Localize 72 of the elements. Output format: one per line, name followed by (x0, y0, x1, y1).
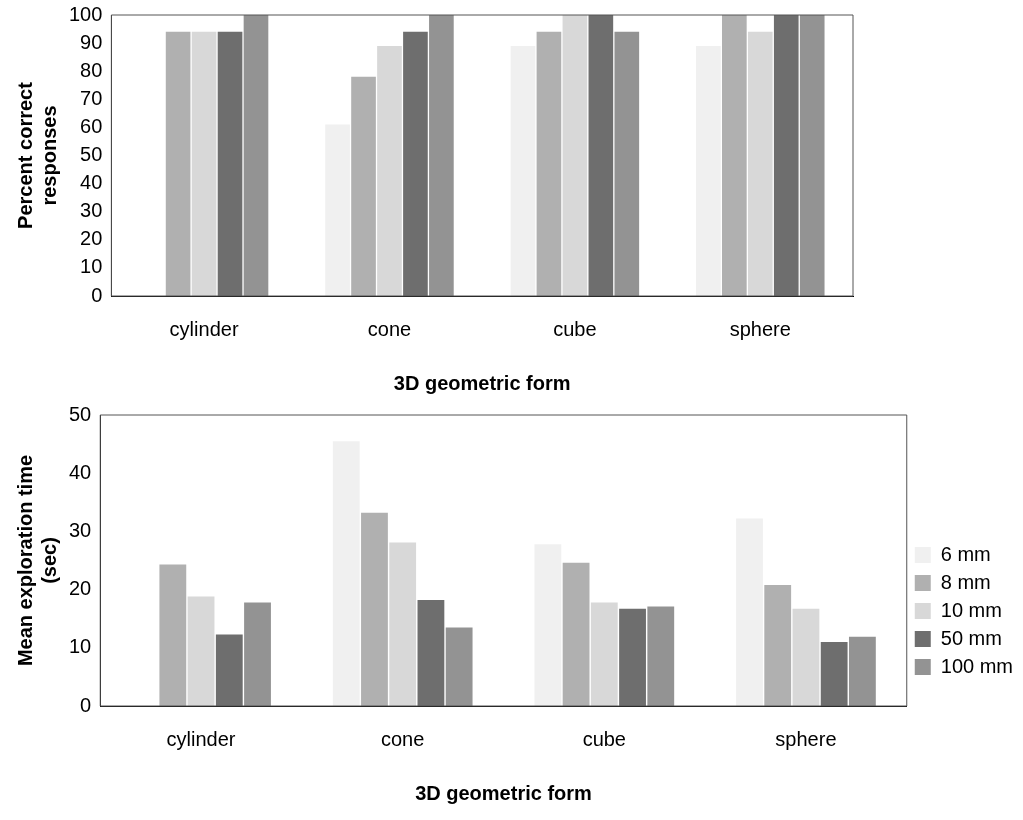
bar (619, 608, 646, 706)
y-tick-label: 20 (69, 577, 92, 600)
y-tick-label: 10 (80, 255, 103, 278)
y-tick-label: 30 (80, 199, 103, 222)
bar (590, 602, 618, 706)
x-tick-label: cone (381, 727, 425, 750)
x-tick-label: cylinder (166, 727, 236, 750)
bar (377, 45, 402, 296)
y-tick-label: 30 (69, 518, 92, 541)
x-tick-label: sphere (775, 727, 837, 750)
bar (792, 608, 820, 706)
x-axis-title: 3D geometric form (415, 781, 592, 804)
x-tick-label: cylinder (169, 317, 239, 340)
x-tick-label: sphere (729, 317, 791, 340)
bar (614, 31, 640, 296)
bar (215, 634, 243, 706)
x-tick-label: cube (582, 727, 626, 750)
y-tick-label: 60 (80, 114, 103, 137)
bar (696, 45, 721, 296)
y-axis-title: Percent correct responses (13, 81, 60, 229)
bar (243, 15, 269, 296)
bar (536, 31, 562, 296)
bar (191, 31, 217, 296)
bar (820, 641, 848, 706)
y-tick-label: 10 (69, 635, 92, 658)
y-tick-label: 100 (68, 2, 103, 25)
bar (510, 45, 536, 296)
x-tick-label: cone (367, 317, 412, 340)
bar (588, 15, 614, 296)
bar (722, 15, 747, 296)
bar (534, 544, 562, 706)
bar (244, 602, 271, 706)
x-tick-label: cube (553, 317, 597, 340)
bar (562, 562, 590, 706)
y-tick-label: 20 (80, 227, 103, 250)
bar (445, 627, 473, 706)
bar (562, 15, 588, 296)
legend-label: 100 mm (940, 654, 1013, 677)
bar (187, 596, 215, 706)
legend-label: 8 mm (940, 570, 991, 593)
y-tick-label: 70 (80, 86, 103, 109)
bar (159, 564, 187, 706)
y-tick-label: 80 (80, 58, 103, 81)
bar (747, 31, 773, 296)
bar (389, 542, 417, 706)
bar (351, 76, 376, 296)
bar (403, 31, 428, 296)
bar (773, 15, 799, 296)
bar (736, 518, 763, 706)
bar (848, 636, 876, 706)
bar (217, 31, 243, 296)
y-tick-label: 40 (80, 171, 103, 194)
bar (165, 31, 191, 296)
bar (799, 15, 825, 296)
y-tick-label: 40 (69, 460, 92, 483)
y-axis-title: Mean exploration time (sec) (13, 454, 60, 667)
bar (325, 124, 350, 296)
x-axis-title: 3D geometric form (393, 371, 571, 394)
bar (764, 584, 792, 706)
y-tick-label: 50 (69, 402, 92, 425)
y-tick-label: 0 (80, 693, 92, 716)
legend-label: 6 mm (940, 542, 991, 565)
legend-label: 10 mm (940, 598, 1002, 621)
y-tick-label: 90 (80, 30, 103, 53)
bar (429, 15, 454, 296)
y-tick-label: 50 (80, 143, 103, 166)
bar (361, 512, 388, 706)
legend-label: 50 mm (940, 626, 1002, 649)
bar (647, 606, 675, 706)
bar (417, 600, 445, 706)
bar (332, 441, 360, 706)
y-tick-label: 0 (91, 283, 103, 306)
